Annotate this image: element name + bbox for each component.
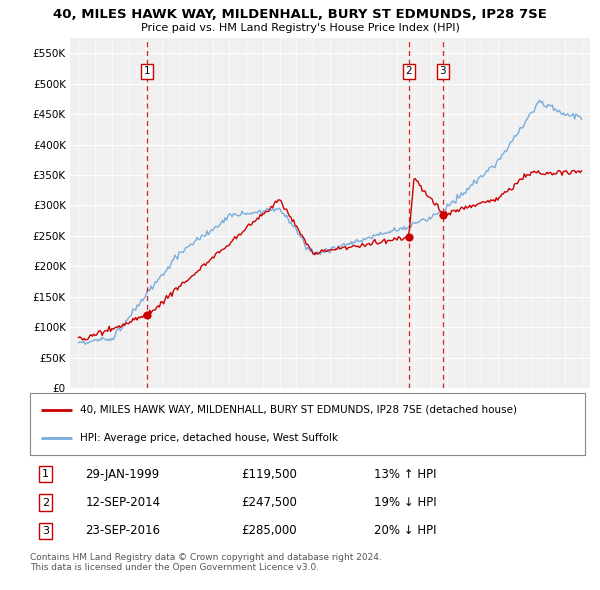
Text: 1: 1 [42,469,49,479]
Text: 3: 3 [42,526,49,536]
Text: 40, MILES HAWK WAY, MILDENHALL, BURY ST EDMUNDS, IP28 7SE: 40, MILES HAWK WAY, MILDENHALL, BURY ST … [53,8,547,21]
Text: 2: 2 [406,67,412,77]
Text: 40, MILES HAWK WAY, MILDENHALL, BURY ST EDMUNDS, IP28 7SE (detached house): 40, MILES HAWK WAY, MILDENHALL, BURY ST … [80,405,517,415]
Point [142,310,152,320]
Text: 23-SEP-2016: 23-SEP-2016 [86,525,161,537]
Text: Contains HM Land Registry data © Crown copyright and database right 2024.
This d: Contains HM Land Registry data © Crown c… [30,553,382,572]
Text: 13% ↑ HPI: 13% ↑ HPI [374,467,437,480]
Text: 2: 2 [42,497,49,507]
Text: 20% ↓ HPI: 20% ↓ HPI [374,525,437,537]
Text: Price paid vs. HM Land Registry's House Price Index (HPI): Price paid vs. HM Land Registry's House … [140,23,460,33]
Text: 3: 3 [440,67,446,77]
Text: 19% ↓ HPI: 19% ↓ HPI [374,496,437,509]
Text: 1: 1 [143,67,150,77]
Text: 29-JAN-1999: 29-JAN-1999 [86,467,160,480]
Text: £119,500: £119,500 [241,467,297,480]
Text: £285,000: £285,000 [241,525,296,537]
Text: 12-SEP-2014: 12-SEP-2014 [86,496,161,509]
Text: HPI: Average price, detached house, West Suffolk: HPI: Average price, detached house, West… [80,433,338,443]
Text: £247,500: £247,500 [241,496,297,509]
Point [404,232,414,242]
Point [438,210,448,219]
